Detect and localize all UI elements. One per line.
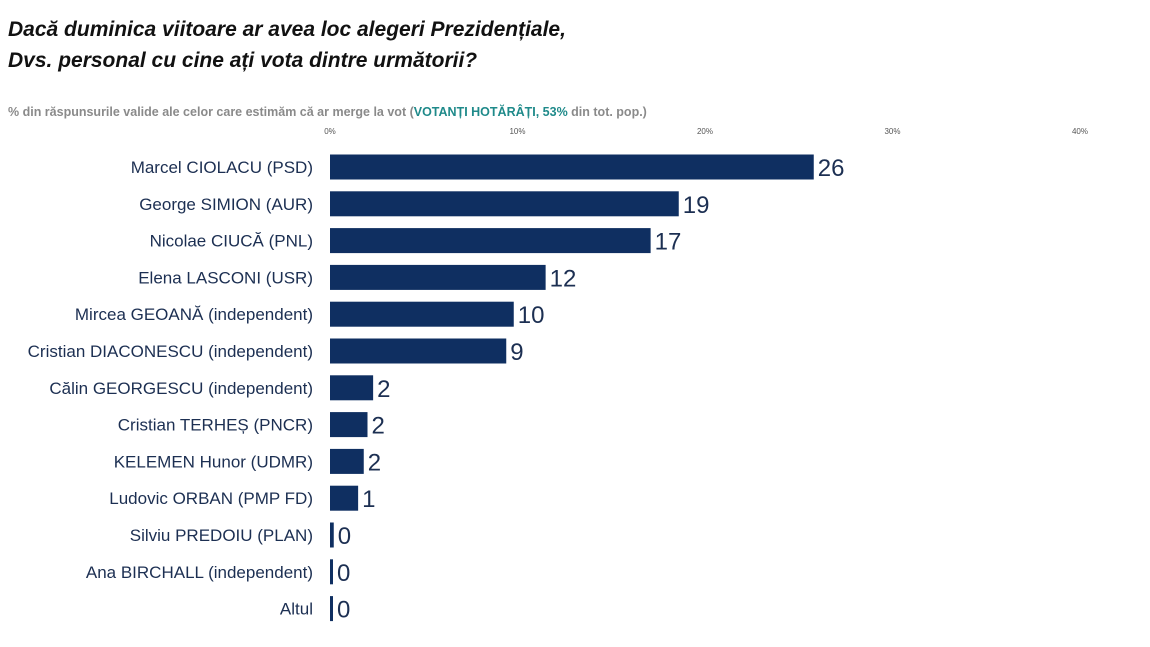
bar (330, 485, 359, 511)
category-label: Mircea GEOANĂ (independent) (75, 305, 313, 324)
value-label: 0 (337, 597, 350, 624)
bar (330, 264, 546, 290)
bar (330, 191, 679, 217)
value-label: 10 (518, 302, 545, 329)
category-label: Ludovic ORBAN (PMP FD) (109, 489, 313, 508)
x-tick-label: 20% (697, 127, 713, 136)
category-label: Cristian DIACONESCU (independent) (28, 342, 313, 361)
category-label: Ana BIRCHALL (independent) (86, 563, 313, 582)
title-line-1: Dacă duminica viitoare ar avea loc alege… (8, 18, 566, 41)
value-label: 0 (338, 523, 351, 550)
category-label: Silviu PREDOIU (PLAN) (130, 526, 313, 545)
value-label: 1 (362, 486, 375, 513)
subtitle-prefix: % din răspunsurile valide ale celor care… (8, 105, 414, 119)
bar (330, 448, 364, 474)
x-tick-label: 40% (1072, 127, 1088, 136)
chart-title: Dacă duminica viitoare ar avea loc alege… (8, 14, 566, 76)
value-label: 2 (377, 376, 390, 403)
bar (330, 522, 334, 548)
category-label: Elena LASCONI (USR) (138, 268, 313, 287)
value-label: 2 (368, 449, 381, 476)
bar (330, 559, 333, 585)
x-tick-label: 0% (324, 127, 336, 136)
bar (330, 412, 368, 438)
value-label: 2 (372, 413, 385, 440)
category-label: Călin GEORGESCU (independent) (49, 379, 313, 398)
value-label: 0 (337, 560, 350, 587)
category-label: Altul (280, 600, 313, 619)
bar (330, 596, 333, 622)
category-label: George SIMION (AUR) (139, 195, 313, 214)
value-label: 17 (655, 229, 682, 256)
title-line-2: Dvs. personal cu cine ați vota dintre ur… (8, 49, 478, 72)
bar (330, 228, 651, 254)
subtitle-suffix: din tot. pop.) (567, 105, 647, 119)
value-label: 26 (818, 155, 845, 182)
category-label: Cristian TERHEȘ (PNCR) (118, 416, 313, 435)
chart-subtitle: % din răspunsurile valide ale celor care… (8, 105, 647, 119)
bar (330, 375, 374, 401)
value-label: 9 (510, 339, 523, 366)
bar (330, 154, 814, 180)
category-label: Nicolae CIUCĂ (PNL) (150, 232, 313, 251)
x-tick-label: 30% (884, 127, 900, 136)
value-label: 19 (683, 192, 710, 219)
bar (330, 301, 514, 327)
bar (330, 338, 507, 364)
category-label: Marcel CIOLACU (PSD) (131, 158, 313, 177)
subtitle-highlight: VOTANȚI HOTĂRÂȚI, 53% (413, 105, 568, 119)
value-label: 12 (550, 265, 577, 292)
x-tick-label: 10% (509, 127, 525, 136)
category-label: KELEMEN Hunor (UDMR) (114, 452, 313, 471)
